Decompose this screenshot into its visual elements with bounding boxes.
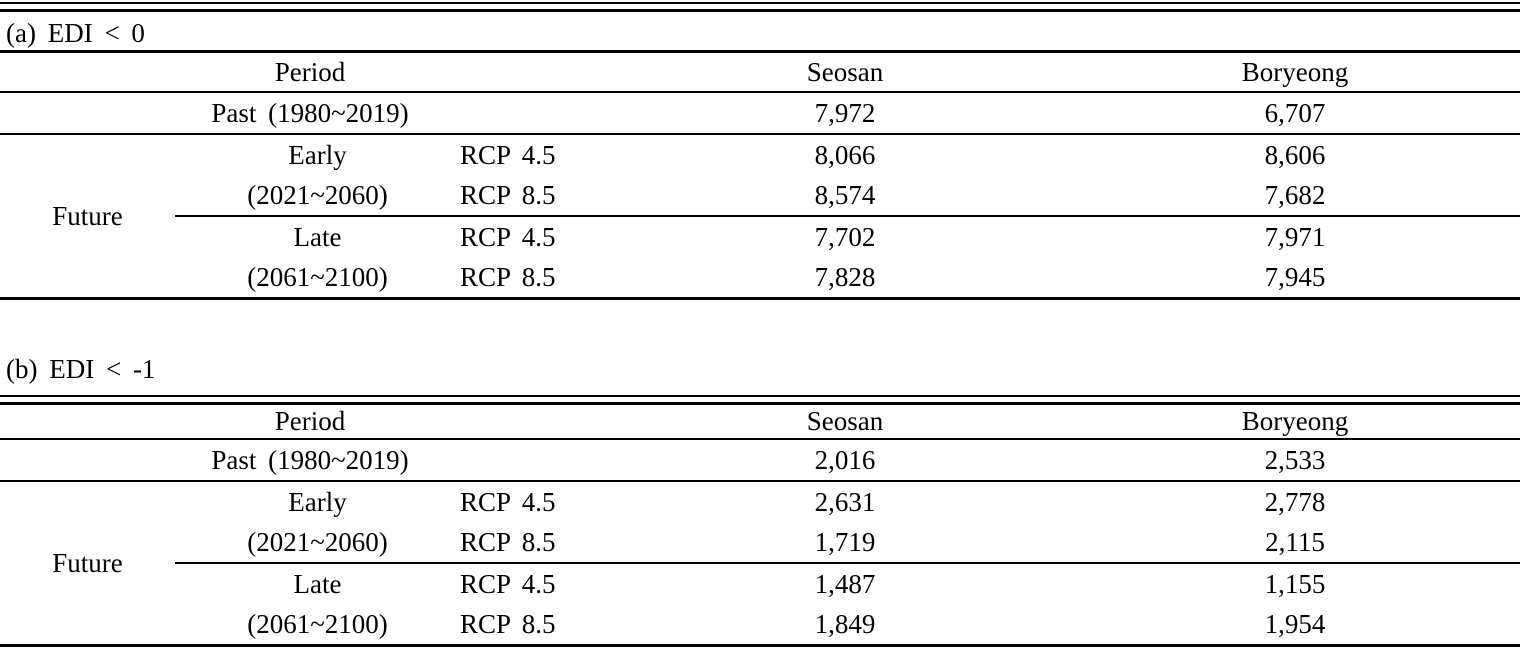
table-a-header-seosan: Seosan — [620, 51, 1070, 93]
table-b-early-rcp85-seosan-value: 1,719 — [814, 526, 876, 557]
table-a-late-period-cell: Late (2061~2100) — [175, 215, 460, 299]
table-b-future-late-rcp45-row: Late (2061~2100) RCP 4.5 1,487 1,155 — [0, 562, 1520, 646]
table-b-early-rcp85-label: RCP 8.5 — [460, 526, 556, 557]
table-a-early-name: Early — [288, 140, 347, 170]
table-a-header-boryeong: Boryeong — [1070, 51, 1520, 93]
table-b-early-rcp45-boryeong-value: 2,778 — [1264, 486, 1326, 517]
table-b-past-row: Past (1980~2019) 2,016 2,533 — [0, 439, 1520, 482]
table-a-early-rcp85-seosan-value: 8,574 — [814, 179, 876, 210]
table-b-future-early-rcp45-row: Future Early (2021~2060) RCP 4.5 2,631 2… — [0, 481, 1520, 578]
table-a-early-range: (2021~2060) — [247, 180, 388, 210]
table-a-title: (a) EDI < 0 — [6, 18, 145, 48]
table-a-late-rcp45-label: RCP 4.5 — [460, 215, 620, 257]
table-b-late-name: Late — [293, 569, 342, 599]
table-b-header-boryeong: Boryeong — [1070, 405, 1520, 440]
table-a-past-label: Past (1980~2019) — [0, 92, 620, 135]
table-b-late-rcp45-boryeong-value: 1,155 — [1070, 562, 1520, 604]
table-a-late-rcp85-seosan-value: 7,828 — [814, 261, 876, 292]
table-b-late-period-cell: Late (2061~2100) — [175, 562, 460, 646]
table-a-future-late-rcp45-row: Late (2061~2100) RCP 4.5 7,702 7,971 — [0, 215, 1520, 299]
table-b-early-name: Early — [288, 487, 347, 517]
table-b-late-rcp85-label: RCP 8.5 — [460, 608, 556, 639]
table-b-early-rcp45-seosan-value: 2,631 — [814, 486, 876, 517]
table-b-future-late-rcp85-row: RCP 8.5 1,849 1,954 — [0, 604, 1520, 646]
table-a-future-early-rcp85-row: RCP 8.5 8,574 7,682 — [0, 175, 1520, 216]
table-b-header-period: Period — [0, 405, 620, 440]
table-b-early-period-cell: Early (2021~2060) — [175, 481, 460, 563]
table-a-header-period: Period — [0, 51, 620, 93]
table-a-early-rcp45-seosan-value: 8,066 — [814, 139, 876, 170]
table-b-header-seosan: Seosan — [620, 405, 1070, 440]
table-b-early-rcp45-label: RCP 4.5 — [460, 486, 556, 517]
table-a-late-name: Late — [293, 222, 342, 252]
table-a-past-row: Past (1980~2019) 7,972 6,707 — [0, 92, 1520, 135]
table-a-early-rcp85-boryeong-value: 7,682 — [1264, 179, 1326, 210]
top-double-rule — [0, 2, 1520, 12]
table-b-future-early-rcp85-row: RCP 8.5 1,719 2,115 — [0, 522, 1520, 563]
table-b-late-rcp85-seosan-value: 1,849 — [814, 608, 876, 639]
table-a-late-rcp85-label: RCP 8.5 — [460, 261, 556, 292]
table-b: Period Seosan Boryeong Past (1980~2019) … — [0, 405, 1520, 647]
table-a-late-range: (2061~2100) — [247, 262, 388, 292]
table-b-title: (b) EDI < -1 — [6, 354, 156, 384]
table-a-early-period-cell: Early (2021~2060) — [175, 134, 460, 216]
table-a-future-early-rcp45-row: Future Early (2021~2060) RCP 4.5 8,066 8… — [0, 134, 1520, 231]
table-a-late-rcp85-boryeong-value: 7,945 — [1264, 261, 1326, 292]
table-a-past-boryeong-value: 6,707 — [1070, 92, 1520, 135]
table-a-future-late-rcp85-row: RCP 8.5 7,828 7,945 — [0, 257, 1520, 299]
table-b-future-label: Future — [52, 547, 123, 578]
table-a: Period Seosan Boryeong Past (1980~2019) … — [0, 50, 1520, 300]
table-b-past-seosan-value: 2,016 — [620, 439, 1070, 482]
table-b-past-label: Past (1980~2019) — [0, 439, 620, 482]
table-b-late-rcp45-seosan-value: 1,487 — [620, 562, 1070, 604]
table-a-early-rcp45-label: RCP 4.5 — [460, 139, 556, 170]
table-a-early-rcp85-label: RCP 8.5 — [460, 179, 556, 210]
table-b-past-boryeong-value: 2,533 — [1070, 439, 1520, 482]
table-b-header-row: Period Seosan Boryeong — [0, 405, 1520, 440]
table-a-late-rcp45-seosan-value: 7,702 — [620, 215, 1070, 257]
table-b-late-rcp85-boryeong-value: 1,954 — [1264, 608, 1326, 639]
table-b-late-range: (2061~2100) — [247, 609, 388, 639]
table-a-header-row: Period Seosan Boryeong — [0, 51, 1520, 93]
table-a-early-rcp45-boryeong-value: 8,606 — [1264, 139, 1326, 170]
table-b-top-double-rule — [0, 395, 1520, 405]
table-b-late-rcp45-label: RCP 4.5 — [460, 562, 620, 604]
table-a-past-seosan-value: 7,972 — [620, 92, 1070, 135]
table-a-late-rcp45-boryeong-value: 7,971 — [1070, 215, 1520, 257]
table-b-early-range: (2021~2060) — [247, 527, 388, 557]
table-b-early-rcp85-boryeong-value: 2,115 — [1265, 526, 1325, 557]
table-a-future-label: Future — [52, 200, 123, 231]
